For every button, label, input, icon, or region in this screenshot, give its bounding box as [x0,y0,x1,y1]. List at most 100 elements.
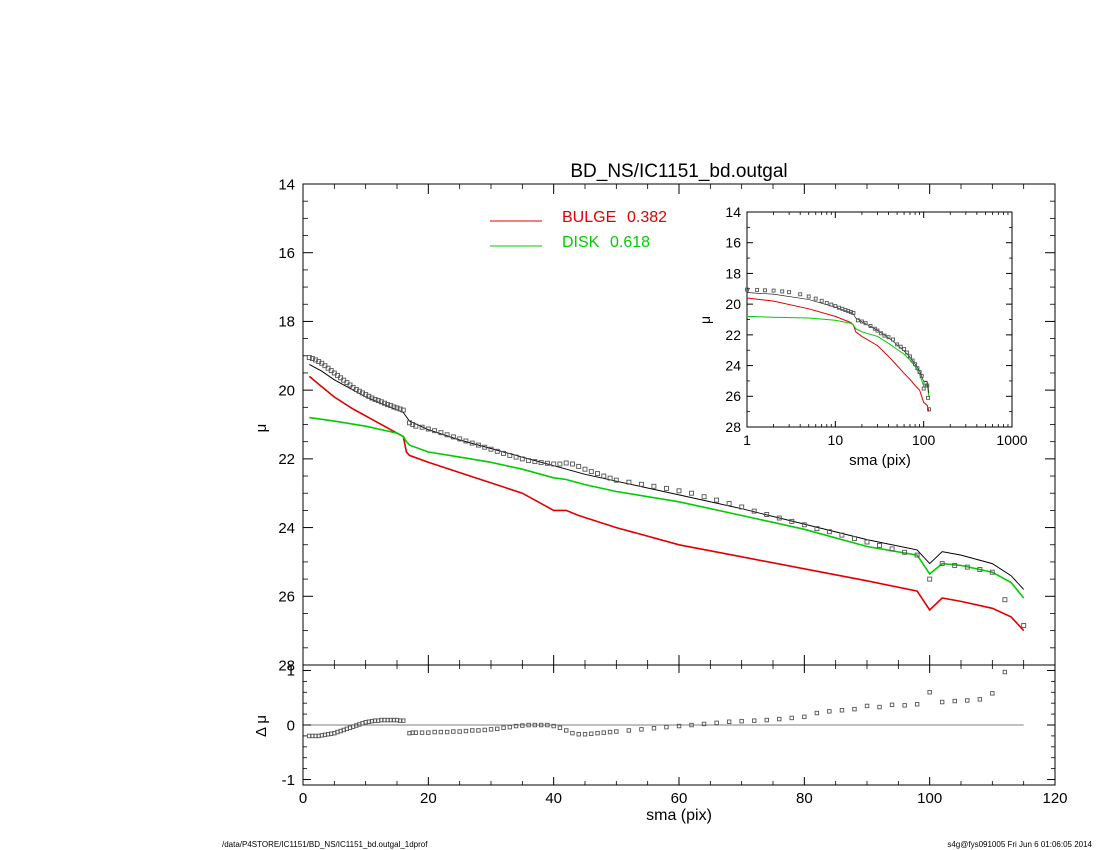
main-point [372,396,378,402]
main-point [391,404,397,410]
residual-plot-panel: 0 20 40 60 80 100 120-101 Δ μ sma (pix) [253,663,1068,824]
main-point [638,481,644,487]
residual-point [990,691,995,696]
residual-point [639,727,644,732]
main-point [494,448,500,454]
main-point [914,552,920,558]
main-point [964,564,970,570]
main-point [309,356,315,361]
main-point [801,522,807,528]
main-point [902,549,908,555]
main-point [927,576,933,582]
inset-line-bulge [746,297,930,412]
inset-point [755,287,760,292]
main-y-axis-label: μ [253,424,270,433]
residual-xtick-label: 120 [1042,790,1067,807]
main-point [570,461,575,467]
residual-xtick-label: 20 [420,790,437,807]
inset-point [829,302,834,307]
residual-xtick-label: 100 [917,790,942,807]
main-point [322,363,328,369]
residual-point [426,730,431,735]
inset-plot-frame [746,211,1013,428]
inset-data-points [745,287,931,412]
legend-bulge-value: 0.382 [627,209,667,226]
main-point [989,569,995,575]
inset-point [868,324,873,328]
residual-point [495,726,500,732]
main-point [939,561,945,567]
residual-point [582,732,588,737]
main-point [544,460,550,466]
residual-point [607,729,613,735]
inset-xtick-label: 1000 [996,432,1027,448]
residual-ytick-label: -1 [282,772,295,789]
main-point [826,529,832,535]
main-ytick-label: 28 [278,657,295,674]
main-point [388,403,394,409]
inset-point [824,300,829,305]
inset-point [833,304,838,309]
main-point [864,539,870,545]
main-point [378,399,384,405]
residual-point [726,719,732,724]
main-point [601,473,607,479]
main-point [1021,623,1027,628]
residual-point [595,730,600,736]
residual-ytick-label: 1 [287,663,295,680]
residual-point [977,697,983,702]
main-point [689,490,694,496]
inset-plot-panel: 1 10 100 1000 14 16 18 20 22 24 26 28 μ sma (pix) [697,204,1028,469]
residual-point [689,722,694,728]
inset-point [859,319,864,324]
inset-point [855,318,860,323]
inset-ytick-label: 20 [725,296,741,312]
main-point [977,567,983,572]
inset-point [913,362,918,367]
inset-point [925,383,930,388]
main-point [595,471,600,477]
inset-point [798,292,803,297]
main-point [394,405,400,411]
residual-data-points [307,669,1008,739]
inset-point [819,298,824,303]
residual-point [570,730,575,736]
residual-point [401,718,406,723]
residual-point [526,722,531,728]
inset-point [780,289,785,294]
inset-ytick-label: 22 [725,327,741,343]
residual-y-axis-label: Δ μ [253,715,270,737]
main-point [1002,597,1008,603]
inset-ytick-label: 18 [725,265,741,281]
legend-disk-name: DISK [562,234,600,251]
inset-point [886,335,891,340]
main-point [764,512,770,517]
inset-point [895,342,900,347]
main-point [385,402,391,408]
main-point [444,432,450,438]
residual-point [601,730,606,735]
main-point [701,494,707,500]
inset-point [745,287,749,292]
inset-xtick-label: 100 [912,432,936,448]
inset-point [763,288,767,293]
main-point [557,461,563,467]
main-ytick-label: 14 [278,176,295,193]
residual-point [520,723,525,728]
inset-point [787,290,792,295]
main-point [607,475,613,481]
residual-point [482,727,487,733]
inset-point [863,321,868,326]
residual-point [676,723,682,729]
main-point [507,452,513,458]
main-point [450,434,456,440]
residual-point [507,724,513,730]
main-point [306,355,312,360]
legend: BULGE 0.382 DISK 0.618 [490,209,667,251]
main-point [538,460,544,466]
residual-point [714,720,719,726]
residual-point [827,709,832,714]
inset-point [771,288,776,293]
main-point [852,536,857,542]
